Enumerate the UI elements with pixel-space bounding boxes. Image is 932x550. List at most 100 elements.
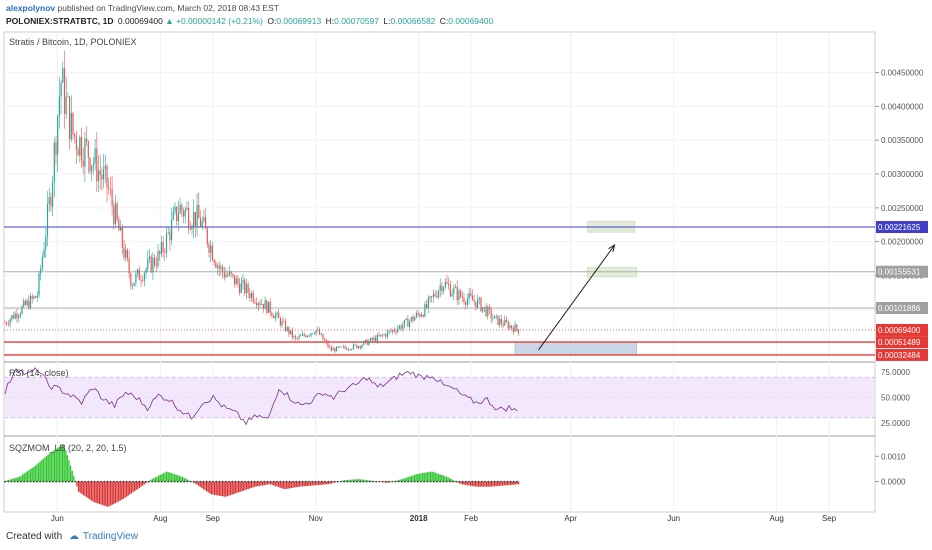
candle-body [456,287,458,301]
squeeze-dot [228,480,230,483]
squeeze-dot [260,480,262,483]
candle-body [390,330,392,332]
tradingview-brand[interactable]: TradingView [82,531,138,542]
candle-body [172,212,174,220]
squeeze-dot [394,480,397,483]
candle-body [28,300,30,309]
candle-body [444,282,446,288]
x-tick-label: Jun [667,514,680,523]
candle-body [264,300,266,309]
candle-body [296,338,298,339]
squeeze-dot [349,480,352,483]
candle-body [395,331,397,333]
squeeze-dot [212,480,214,483]
close-label: C: [439,16,449,26]
candle-body [80,136,83,161]
candle-body [288,327,290,334]
candle-body [402,325,404,329]
candle-body [50,197,52,207]
candle-body [171,219,173,241]
candle-body [97,170,100,182]
candle-body [215,262,217,268]
squeeze-dot [218,480,221,483]
price-label-bg [876,302,928,315]
candle-body [162,242,164,252]
candle-body [446,282,448,284]
change-value: +0.00000142 (+0.21%) [175,16,263,26]
candle-body [18,315,20,318]
squeeze-dot [400,480,403,483]
squeeze-dot [282,480,285,483]
candle-body [276,312,278,315]
rsi-tick-label: 50.0000 [881,394,910,403]
candle-body [436,296,438,298]
squeeze-dot [32,480,35,483]
candle-body [65,96,67,115]
squeeze-dot [90,480,93,483]
squeeze-dot [487,480,490,483]
candle-body [206,228,208,245]
candle-body [344,346,346,349]
candle-body [252,293,254,302]
candle-body [337,346,339,348]
candle-body [196,204,198,228]
candle-body [203,217,205,222]
candle-body [490,309,492,319]
squeeze-dot [410,480,413,483]
candle-body [293,336,295,338]
open-value: 0.00069913 [276,16,322,26]
candle-body [273,315,275,319]
squeeze-dot [183,480,186,483]
last-value: 0.00069400 [117,16,163,26]
author-name[interactable]: alexpolynov [6,3,56,13]
squeeze-dot [429,480,432,483]
candle-body [120,226,122,231]
squeeze-dot [330,480,333,483]
candle-body [477,298,479,308]
candle-body [242,280,244,283]
squeeze-dot [356,480,358,483]
candle-body [466,299,468,305]
candle-body [225,274,227,278]
candle-body [419,314,421,317]
squeeze-dot [4,480,6,483]
candle-body [145,268,147,274]
squeeze-dot [336,480,339,483]
squeeze-dot [244,480,246,483]
candle-body [223,271,225,278]
candle-body [116,203,118,220]
candle-body [341,346,343,348]
candle-body [125,249,127,258]
candle-body [244,280,246,294]
candle-body [497,315,499,325]
candle-body [492,318,494,320]
candle-body [74,134,76,137]
squeeze-dot [276,480,278,483]
squeeze-dot [432,480,435,483]
candle-body [363,341,365,346]
candle-body [437,290,440,298]
candle-body [181,205,183,211]
publish-info: alexpolynov published on TradingView.com… [6,3,279,13]
squeeze-dot [170,480,173,483]
squeeze-dot [314,480,317,483]
candle-body [36,295,38,298]
candle-body [432,293,434,297]
candle-body [443,287,445,292]
squeeze-dot [148,480,150,483]
mom-title: SQZMOM_LB (20, 2, 20, 1.5) [9,443,127,453]
squeeze-dot [452,480,454,483]
squeeze-dot [186,480,189,483]
squeeze-dot [256,480,259,483]
rsi-tick-label: 75.0000 [881,368,910,377]
candle-body [454,287,457,288]
squeeze-dot [106,480,109,483]
squeeze-dot [58,480,61,483]
candle-body [113,205,115,225]
candle-body [19,313,21,316]
candle-body [271,312,273,316]
candle-body [468,293,470,300]
candle-body [249,292,251,299]
candle-body [303,334,305,336]
